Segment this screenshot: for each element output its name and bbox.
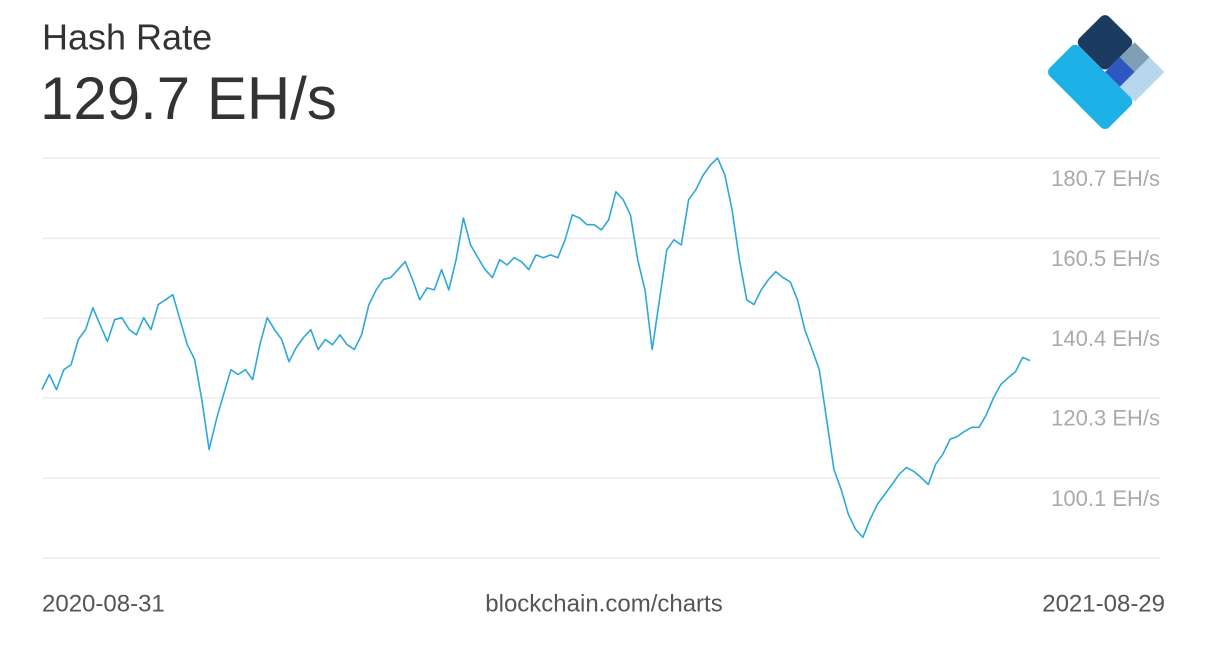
hash-rate-line xyxy=(41,157,1031,539)
y-tick-label: 180.7 EH/s xyxy=(1051,166,1160,191)
current-value: 129.7 EH/s xyxy=(40,65,337,132)
x-end-label: 2021-08-29 xyxy=(1042,590,1165,617)
y-tick-label: 140.4 EH/s xyxy=(1051,326,1160,351)
y-tick-label: 100.1 EH/s xyxy=(1051,486,1160,511)
y-tick-label: 160.5 EH/s xyxy=(1051,246,1160,271)
y-tick-label: 120.3 EH/s xyxy=(1051,406,1160,431)
source: blockchain.com/charts xyxy=(485,590,722,617)
x-start-label: 2020-08-31 xyxy=(42,590,165,617)
logo xyxy=(1048,15,1165,129)
chart-title: Hash Rate xyxy=(42,17,212,58)
